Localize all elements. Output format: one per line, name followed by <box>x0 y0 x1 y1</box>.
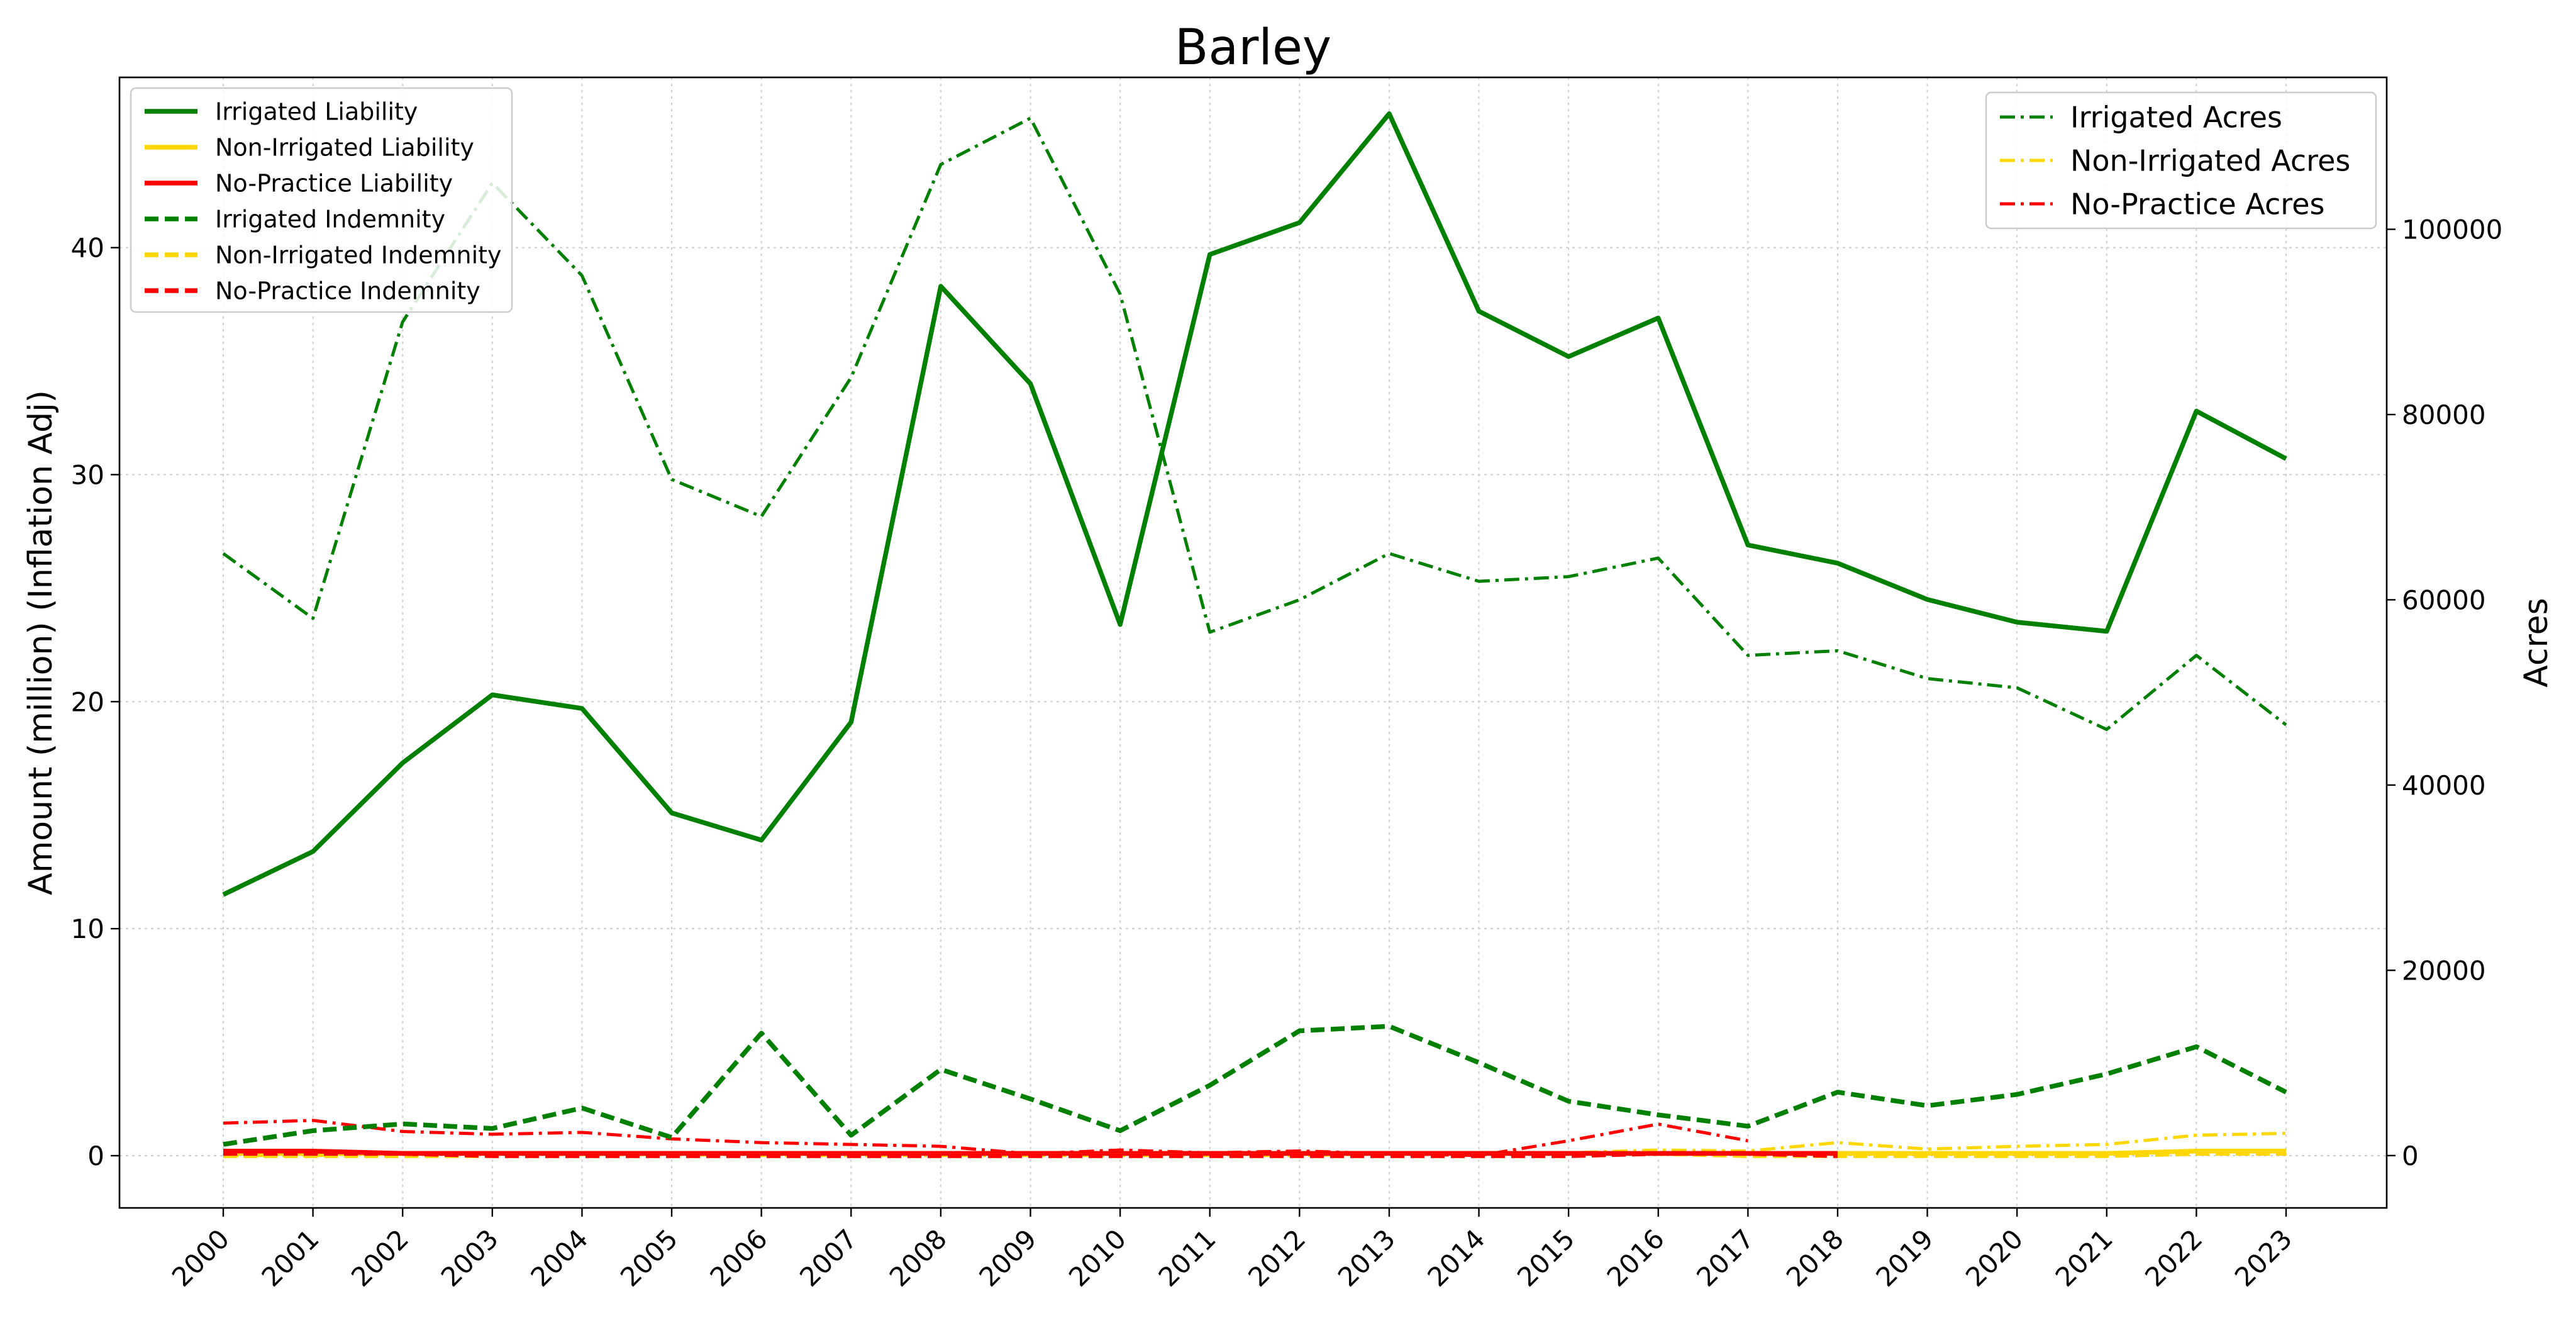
plot-frame <box>118 76 2388 1209</box>
y2-tick-label: 80000 <box>2402 399 2486 430</box>
legend-label: No-Practice Acres <box>2070 187 2324 221</box>
series-line-irrigated-liability <box>222 111 2287 897</box>
y2-tick-label: 100000 <box>2402 214 2502 245</box>
series-lines <box>222 111 2287 1158</box>
y-axis-title: Amount (million) (Inflation Adj) <box>22 390 60 895</box>
series-line-non-irrigated-acres <box>223 1132 2287 1158</box>
y2-axis-title: Acres <box>2518 598 2555 688</box>
legend-left: Irrigated Liability Non-Irrigated Liabili… <box>130 87 513 313</box>
y2-tick-label: 20000 <box>2402 955 2486 986</box>
y2-tick-label: 60000 <box>2402 584 2486 615</box>
legend-box <box>1985 91 2377 230</box>
legend-right: Irrigated Acres Non-Irrigated Acres No-Pra… <box>1985 91 2377 230</box>
chart-title: Barley <box>1175 20 1331 76</box>
y-tick-label: 10 <box>71 913 104 944</box>
legend-label: No-Practice Indemnity <box>215 277 480 305</box>
y-tick-label: 0 <box>87 1141 104 1171</box>
legend-label: Irrigated Indemnity <box>215 206 445 233</box>
series-line-no-practice-indemnity <box>223 1151 1838 1158</box>
legend-label: Non-Irrigated Acres <box>2070 144 2350 178</box>
y2-tick-label: 0 <box>2402 1141 2419 1171</box>
y-tick-label: 30 <box>71 459 104 490</box>
legend-label: Irrigated Liability <box>215 98 418 126</box>
legend-label: No-Practice Liability <box>215 170 453 198</box>
legend-label: Non-Irrigated Liability <box>215 134 474 162</box>
y-tick-label: 40 <box>71 233 104 264</box>
series-line-irrigated-indemnity <box>223 1024 2287 1147</box>
legend-label: Non-Irrigated Indemnity <box>215 242 502 269</box>
legend-label: Irrigated Acres <box>2070 101 2282 135</box>
legend-box <box>130 87 513 313</box>
y2-tick-label: 40000 <box>2402 770 2486 801</box>
y-tick-label: 20 <box>71 686 104 717</box>
series-line-irrigated-acres <box>222 116 2287 731</box>
